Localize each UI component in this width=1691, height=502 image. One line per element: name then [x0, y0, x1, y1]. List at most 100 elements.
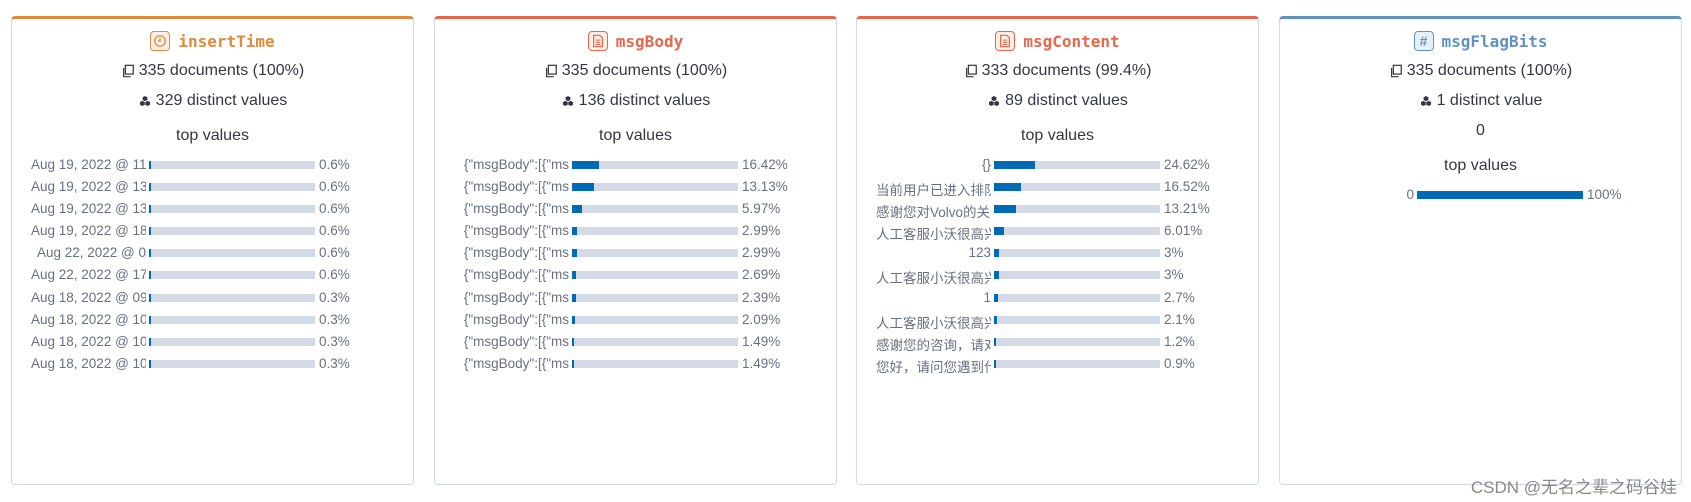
top-value-row: {"msgBody":[{"ms 5.97% [435, 199, 836, 221]
top-value-row: 人工客服小沃很高兴 2.1% [857, 310, 1258, 332]
value-label: {"msgBody":[{"ms [454, 201, 569, 216]
single-value: 0 [1476, 122, 1485, 139]
progress-bar [572, 249, 577, 258]
value-text: {"msgBody":[{"ms [463, 355, 569, 371]
progress-track [572, 249, 738, 258]
top-value-row: Aug 22, 2022 @ 17 0.6% [12, 265, 413, 287]
documents-text: 333 documents (99.4%) [981, 62, 1152, 79]
value-text: Aug 19, 2022 @ 13 [31, 201, 146, 217]
top-value-row: Aug 18, 2022 @ 10 0.3% [12, 354, 413, 376]
top-value-row: Aug 19, 2022 @ 18 0.6% [12, 221, 413, 243]
value-label: {"msgBody":[{"ms [454, 245, 569, 260]
value-text: Aug 18, 2022 @ 10 [31, 355, 146, 371]
value-label: {"msgBody":[{"ms [454, 312, 569, 327]
documents-text: 335 documents (100%) [138, 62, 305, 79]
percent-label: 2.99% [742, 245, 781, 261]
percent-label: 0.3% [319, 333, 350, 349]
value-label: 感谢您的咨询，请对 [876, 334, 991, 354]
percent-label: 3% [1164, 267, 1184, 283]
top-value-row: 感谢您的咨询，请对 1.2% [857, 332, 1258, 354]
documents-text: 335 documents (100%) [561, 62, 728, 79]
progress-bar [1417, 191, 1583, 199]
progress-track [149, 271, 315, 280]
percent-label: 0.6% [319, 245, 350, 261]
value-text: Aug 18, 2022 @ 10 [31, 333, 146, 349]
top-value-row: {"msgBody":[{"ms 1.49% [435, 332, 836, 354]
progress-track [994, 205, 1160, 214]
value-label: Aug 19, 2022 @ 13 [31, 179, 146, 194]
percent-label: 0.3% [319, 289, 350, 305]
progress-track [149, 337, 315, 346]
value-text: {"msgBody":[{"ms [463, 267, 569, 283]
value-text: {"msgBody":[{"ms [463, 157, 569, 172]
value-label: Aug 19, 2022 @ 18 [31, 223, 146, 238]
progress-bar [149, 227, 151, 236]
value-label: 人工客服小沃很高兴 [876, 312, 991, 332]
value-label: Aug 22, 2022 @ 17 [31, 267, 146, 282]
value-label: {} [876, 157, 991, 172]
percent-label: 24.62% [1164, 157, 1210, 172]
progress-track [572, 161, 738, 169]
percent-label: 2.09% [742, 311, 781, 327]
distinct-count: 1 distinct value [1280, 89, 1681, 113]
icon [562, 95, 574, 107]
progress-track [994, 227, 1160, 236]
top-value-row: Aug 19, 2022 @ 13 0.6% [12, 177, 413, 199]
icon [1000, 34, 1011, 48]
progress-track [994, 293, 1160, 302]
percent-label: 2.39% [742, 289, 781, 305]
field-type-icon [150, 31, 171, 51]
progress-track [994, 161, 1160, 169]
value-label: Aug 22, 2022 @ 0 [31, 245, 146, 260]
percent-label: 6.01% [1164, 223, 1203, 239]
top-value-row: 123 3% [857, 243, 1258, 265]
field-name: msgFlagBits [1441, 31, 1548, 51]
percent-label: 0.6% [319, 157, 350, 172]
field-card: # msgFlagBits 335 documents (100%) 1 distin… [1279, 16, 1682, 485]
value-label: 人工客服小沃很高兴 [876, 223, 991, 243]
distinct-text: 89 distinct values [1005, 92, 1128, 109]
progress-track [149, 227, 315, 236]
card-header: insertTime [12, 29, 413, 53]
progress-track [994, 359, 1160, 368]
progress-track [572, 293, 738, 302]
value-text: Aug 19, 2022 @ 18 [31, 223, 146, 239]
progress-track [149, 249, 315, 258]
field-card: msgContent 333 documents (99.4%) 89 distin… [856, 16, 1259, 485]
progress-track [572, 337, 738, 346]
progress-bar [994, 183, 1022, 192]
icon [545, 64, 557, 78]
percent-label: 13.13% [742, 179, 788, 195]
distinct-count: 329 distinct values [12, 89, 413, 113]
value-text: 您好，请问您遇到什 [876, 359, 991, 375]
progress-bar [149, 271, 151, 280]
documents-count: 335 documents (100%) [12, 59, 413, 83]
progress-bar [994, 205, 1016, 214]
field-type-icon: # [1413, 31, 1434, 51]
percent-label: 100% [1587, 187, 1622, 202]
top-value-row: Aug 19, 2022 @ 13 0.6% [12, 199, 413, 221]
top-value-row: Aug 18, 2022 @ 10 0.3% [12, 310, 413, 332]
percent-label: 2.69% [742, 267, 781, 283]
top-value-row: 您好，请问您遇到什 0.9% [857, 354, 1258, 376]
progress-bar [994, 227, 1004, 236]
progress-bar [994, 249, 999, 258]
documents-count: 333 documents (99.4%) [857, 59, 1258, 83]
value-label: 0 [1299, 187, 1414, 202]
icon [139, 95, 151, 107]
value-label: {"msgBody":[{"ms [454, 267, 569, 282]
percent-label: 2.7% [1164, 289, 1195, 305]
percent-label: 2.99% [742, 223, 781, 239]
value-label: 123 [876, 245, 991, 260]
progress-bar [149, 249, 151, 258]
progress-bar [994, 337, 996, 346]
value-text: Aug 18, 2022 @ 09 [31, 289, 146, 305]
value-label: 感谢您对Volvo的关注 [876, 201, 991, 221]
progress-track [149, 183, 315, 192]
documents-text: 335 documents (100%) [1406, 62, 1573, 79]
progress-bar [572, 337, 575, 346]
progress-bar [149, 205, 151, 214]
value-label: Aug 18, 2022 @ 09 [31, 290, 146, 305]
percent-label: 0.6% [319, 179, 350, 195]
value-text: Aug 19, 2022 @ 11 [31, 157, 146, 172]
